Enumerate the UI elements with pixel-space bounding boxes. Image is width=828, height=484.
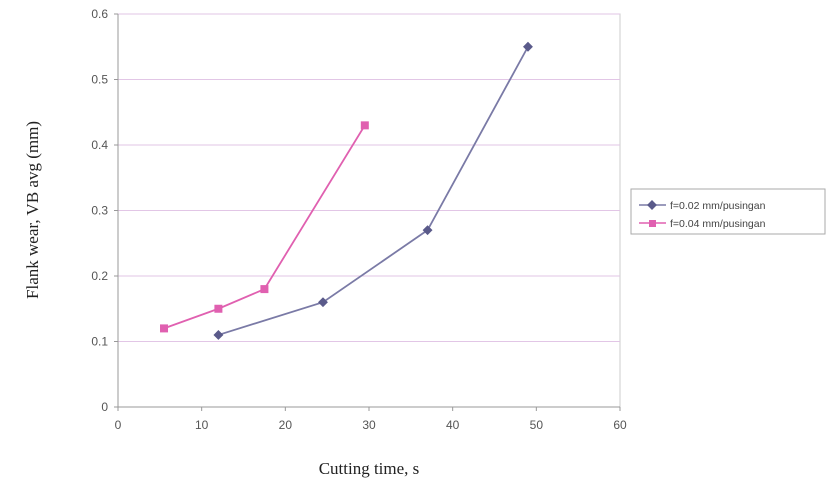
x-tick-label: 20 bbox=[279, 418, 293, 432]
series-line-1 bbox=[218, 46, 529, 336]
data-point-series-2 bbox=[360, 121, 369, 130]
data-point-series-1 bbox=[422, 225, 433, 236]
legend-box bbox=[630, 188, 826, 235]
y-tick-label: 0.6 bbox=[91, 7, 108, 21]
x-tick-label: 30 bbox=[362, 418, 376, 432]
y-axis-title: Flank wear, VB avg (mm) bbox=[23, 121, 42, 299]
x-tick-label: 40 bbox=[446, 418, 460, 432]
data-point-series-1 bbox=[213, 330, 224, 340]
legend-label-series-1: f=0.02 mm/pusingan bbox=[670, 200, 766, 212]
data-point-series-2 bbox=[214, 304, 223, 313]
gridlines bbox=[118, 13, 620, 342]
legend-marker-series-1 bbox=[647, 200, 657, 210]
y-tick-label: 0.4 bbox=[91, 138, 108, 152]
y-tick-label: 0 bbox=[101, 400, 108, 414]
data-series bbox=[160, 41, 533, 340]
axes: 0 0.1 0.2 0.3 0.4 0.5 0.6 0 10 20 30 40 50 60 bbox=[91, 7, 627, 432]
data-point-series-2 bbox=[160, 324, 169, 333]
x-axis-title: Cutting time, s bbox=[319, 459, 420, 478]
data-point-series-2 bbox=[260, 285, 269, 294]
y-tick-label: 0.2 bbox=[91, 269, 108, 283]
data-point-series-1 bbox=[523, 41, 533, 52]
x-tick-label: 0 bbox=[115, 418, 122, 432]
x-tick-label: 50 bbox=[530, 418, 544, 432]
x-tick-label: 10 bbox=[195, 418, 209, 432]
legend-label-series-2: f=0.04 mm/pusingan bbox=[670, 218, 766, 230]
series-line-2 bbox=[163, 124, 366, 330]
y-tick-label: 0.5 bbox=[91, 73, 108, 87]
data-point-series-1 bbox=[318, 297, 328, 308]
legend: f=0.02 mm/pusingan f=0.04 mm/pusingan bbox=[630, 188, 826, 235]
legend-marker-series-2 bbox=[649, 220, 656, 227]
y-tick-label: 0.1 bbox=[91, 335, 108, 349]
x-tick-label: 60 bbox=[613, 418, 627, 432]
y-tick-label: 0.3 bbox=[91, 204, 108, 218]
